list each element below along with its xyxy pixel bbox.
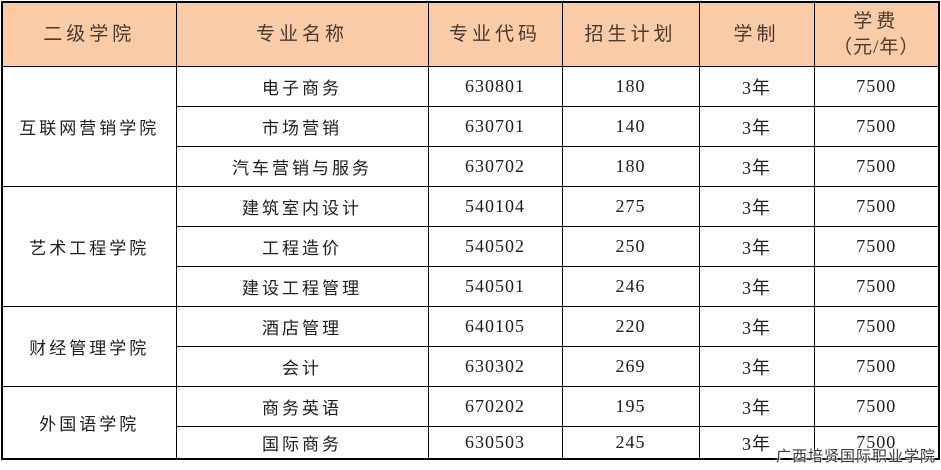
cell-tuition: 7500 [813, 146, 940, 187]
table-row: 工程造价 540502 250 3年 7500 [2, 226, 940, 267]
cell-tuition: 7500 [813, 346, 940, 387]
table-row: 市场营销 630701 140 3年 7500 [2, 106, 940, 147]
cell-tuition: 7500 [813, 66, 940, 107]
cell-tuition: 7500 [813, 186, 940, 227]
cell-major: 会计 [175, 346, 429, 387]
header-major: 专业名称 [175, 1, 429, 67]
cell-duration: 3年 [698, 266, 815, 307]
cell-tuition: 7500 [813, 386, 940, 427]
cell-major: 工程造价 [175, 226, 429, 267]
header-code: 专业代码 [427, 1, 563, 67]
cell-plan: 245 [561, 426, 700, 460]
cell-plan: 180 [561, 146, 700, 187]
cell-code: 540502 [427, 226, 563, 267]
watermark: 广西培贤国际职业学院 [775, 449, 936, 465]
cell-duration: 3年 [698, 426, 815, 460]
cell-tuition: 7500 [813, 426, 940, 460]
cell-plan: 180 [561, 66, 700, 107]
header-plan: 招生计划 [561, 1, 700, 67]
cell-major: 商务英语 [175, 386, 429, 427]
cell-code: 670202 [427, 386, 563, 427]
cell-code: 540104 [427, 186, 563, 227]
cell-college: 互联网营销学院 [1, 66, 177, 187]
cell-plan: 195 [561, 386, 700, 427]
cell-plan: 275 [561, 186, 700, 227]
table-row: 财经管理学院 酒店管理 640105 220 3年 7500 [1, 306, 940, 387]
cell-plan: 246 [561, 266, 700, 307]
cell-tuition: 7500 [813, 226, 940, 267]
cell-major: 建设工程管理 [175, 266, 429, 307]
cell-tuition: 7500 [813, 106, 940, 147]
cell-plan: 220 [561, 306, 700, 347]
cell-major: 国际商务 [175, 426, 429, 460]
cell-duration: 3年 [698, 346, 815, 387]
cell-major: 电子商务 [175, 66, 429, 107]
cell-code: 630302 [427, 346, 563, 387]
cell-code: 630701 [427, 106, 563, 147]
cell-code: 640105 [427, 306, 563, 347]
cell-tuition: 7500 [813, 266, 940, 307]
cell-major: 市场营销 [175, 106, 429, 147]
cell-duration: 3年 [698, 306, 815, 347]
table-row: 艺术工程学院 建筑室内设计 540104 275 3年 7500 [1, 186, 940, 307]
table-header-row: 二级学院 专业名称 专业代码 招生计划 学制 学费 （元/年） [1, 1, 940, 67]
table-row: 汽车营销与服务 630702 180 3年 7500 [2, 146, 940, 187]
cell-code: 630702 [427, 146, 563, 187]
cell-college: 财经管理学院 [1, 306, 177, 387]
header-duration: 学制 [698, 1, 815, 67]
header-college: 二级学院 [1, 1, 177, 67]
header-tuition-line2: （元/年） [833, 36, 920, 58]
cell-major: 建筑室内设计 [175, 186, 429, 227]
cell-duration: 3年 [698, 226, 815, 267]
cell-duration: 3年 [698, 186, 815, 227]
cell-plan: 269 [561, 346, 700, 387]
cell-duration: 3年 [698, 66, 815, 107]
table-row: 建设工程管理 540501 246 3年 7500 [2, 266, 940, 307]
table-row: 会计 630302 269 3年 7500 [2, 346, 940, 387]
cell-duration: 3年 [698, 146, 815, 187]
cell-plan: 140 [561, 106, 700, 147]
cell-tuition: 7500 [813, 306, 940, 347]
table-row: 外国语学院 商务英语 670202 195 3年 7500 [1, 386, 940, 460]
admissions-table: 二级学院 专业名称 专业代码 招生计划 学制 学费 （元/年） 互联网营销学院 … [1, 1, 940, 460]
cell-duration: 3年 [698, 386, 815, 427]
header-tuition: 学费 （元/年） [813, 1, 940, 67]
cell-major: 酒店管理 [175, 306, 429, 347]
cell-code: 630801 [427, 66, 563, 107]
cell-duration: 3年 [698, 106, 815, 147]
table-row: 互联网营销学院 电子商务 630801 180 3年 7500 [1, 66, 940, 187]
cell-college: 艺术工程学院 [1, 186, 177, 307]
cell-college: 外国语学院 [1, 386, 177, 460]
cell-plan: 250 [561, 226, 700, 267]
header-tuition-line1: 学费 [853, 10, 900, 32]
cell-code: 630503 [427, 426, 563, 460]
cell-code: 540501 [427, 266, 563, 307]
cell-major: 汽车营销与服务 [175, 146, 429, 187]
table-row: 国际商务 630503 245 3年 7500 [2, 426, 940, 460]
